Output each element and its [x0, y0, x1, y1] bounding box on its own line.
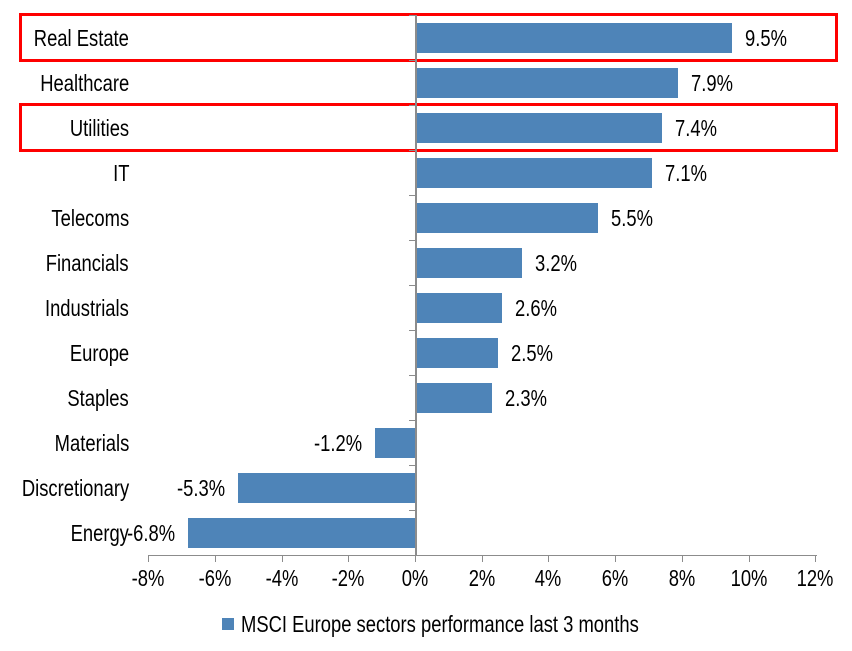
category-tick [409, 375, 415, 376]
bar-energy [188, 517, 415, 548]
highlight-box-real-estate [19, 13, 838, 62]
category-tick [409, 195, 415, 196]
x-axis-line [148, 555, 817, 556]
x-tick-label: -8% [131, 565, 165, 591]
category-label-healthcare: Healthcare [40, 69, 129, 96]
legend-label: MSCI Europe sectors performance last 3 m… [241, 611, 639, 637]
category-label-discretionary: Discretionary [21, 474, 129, 501]
category-label-staples: Staples [67, 384, 129, 411]
x-tick [281, 556, 283, 562]
bar-telecoms [415, 202, 599, 233]
category-label-financials: Financials [46, 249, 129, 276]
category-tick [409, 15, 415, 16]
bar-discretionary [238, 472, 415, 503]
category-tick [409, 510, 415, 511]
category-label-real-estate: Real Estate [33, 24, 129, 51]
highlight-box-utilities [19, 103, 838, 152]
bar-utilities [415, 112, 662, 143]
x-tick-label: -4% [265, 565, 298, 591]
x-tick [615, 556, 617, 562]
category-tick [409, 330, 415, 331]
x-tick [548, 556, 550, 562]
value-label-industrials: 2.6% [514, 294, 557, 321]
value-label-financials: 3.2% [534, 249, 577, 276]
category-label-europe: Europe [69, 339, 129, 366]
x-tick [348, 556, 350, 562]
bar-it [415, 157, 652, 188]
category-label-energy: Energy [70, 519, 129, 546]
bar-financials [415, 247, 522, 278]
bar-europe [415, 337, 499, 368]
value-label-materials: -1.2% [313, 429, 362, 456]
bar-healthcare [415, 67, 679, 98]
x-tick-label: 10% [730, 565, 767, 591]
x-tick [148, 556, 150, 562]
x-tick [415, 556, 416, 562]
x-tick-label: 2% [468, 565, 495, 591]
bar-industrials [415, 292, 502, 323]
category-label-materials: Materials [54, 429, 129, 456]
x-tick-label: -2% [331, 565, 365, 591]
x-tick [481, 556, 483, 562]
x-tick [748, 556, 750, 562]
x-tick-label: 4% [535, 565, 562, 591]
x-tick-label: -6% [198, 565, 232, 591]
bar-materials [374, 427, 415, 458]
value-label-it: 7.1% [664, 159, 707, 186]
category-tick [409, 285, 415, 286]
value-label-real-estate: 9.5% [744, 24, 787, 51]
category-tick [409, 240, 415, 241]
category-label-it: IT [112, 159, 129, 186]
category-tick [409, 465, 415, 466]
value-label-telecoms: 5.5% [611, 204, 654, 231]
category-axis-line [415, 15, 417, 555]
category-tick [409, 150, 415, 151]
legend-marker-icon [222, 618, 234, 630]
x-tick [815, 556, 817, 562]
category-tick [409, 420, 415, 421]
bar-staples [415, 382, 492, 413]
value-label-staples: 2.3% [504, 384, 547, 411]
category-label-telecoms: Telecoms [51, 204, 129, 231]
category-label-utilities: Utilities [69, 114, 129, 141]
category-label-industrials: Industrials [45, 294, 129, 321]
value-label-europe: 2.5% [511, 339, 554, 366]
value-label-energy: -6.8% [127, 519, 176, 546]
x-tick-label: 0% [401, 565, 429, 591]
category-tick [409, 105, 415, 106]
value-label-utilities: 7.4% [674, 114, 717, 141]
x-tick-label: 12% [796, 565, 834, 591]
category-tick [409, 60, 415, 61]
x-tick [214, 556, 216, 562]
bar-real-estate [415, 22, 732, 53]
value-label-discretionary: -5.3% [177, 474, 226, 501]
x-tick-label: 6% [601, 565, 629, 591]
value-label-healthcare: 7.9% [691, 69, 734, 96]
x-tick-label: 8% [668, 565, 696, 591]
x-tick [681, 556, 683, 562]
